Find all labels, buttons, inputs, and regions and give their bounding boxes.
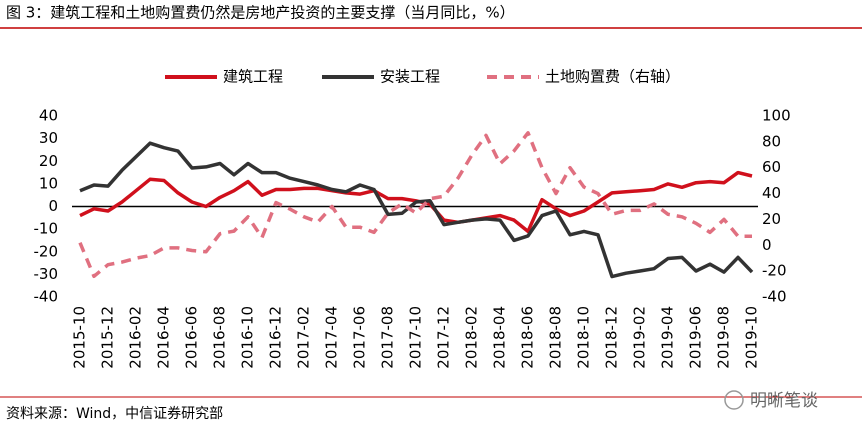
legend-label: 安装工程	[380, 68, 440, 86]
x-tick-label: 2016-04	[155, 306, 173, 369]
y2-tick-label: -40	[762, 288, 787, 306]
x-tick-label: 2018-02	[463, 306, 481, 369]
x-tick-label: 2017-06	[351, 306, 369, 369]
y-tick-label: -40	[34, 288, 59, 306]
y-tick-label: 0	[48, 197, 58, 215]
x-tick-label: 2018-10	[575, 306, 593, 369]
x-tick-label: 2015-10	[71, 306, 89, 369]
legend-label: 建筑工程	[223, 68, 283, 86]
y2-tick-label: -20	[762, 262, 787, 280]
x-tick-label: 2019-06	[687, 306, 705, 369]
x-tick-label: 2017-04	[323, 306, 341, 369]
x-tick-label: 2016-12	[267, 306, 285, 369]
y2-tick-label: 0	[762, 236, 772, 254]
x-tick-label: 2017-12	[435, 306, 453, 369]
x-tick-label: 2015-12	[99, 306, 117, 369]
x-tick-label: 2016-02	[127, 306, 145, 369]
x-tick-label: 2019-08	[715, 306, 733, 369]
x-tick-label: 2016-06	[183, 306, 201, 369]
y2-tick-label: 20	[762, 210, 781, 228]
series-line	[79, 141, 754, 279]
x-tick-label: 2017-02	[295, 306, 313, 369]
y-tick-label: -30	[34, 265, 59, 283]
legend-label: 土地购置费（右轴）	[545, 68, 680, 86]
y-tick-label: 40	[39, 107, 58, 125]
y-tick-label: 10	[39, 174, 58, 192]
y2-tick-label: 60	[762, 158, 781, 176]
x-tick-label: 2018-12	[603, 306, 621, 369]
x-tick-label: 2017-08	[379, 306, 397, 369]
watermark-icon	[724, 390, 744, 410]
x-tick-label: 2019-04	[659, 306, 677, 369]
y-tick-label: 20	[39, 152, 58, 170]
x-tick-label: 2016-10	[239, 306, 257, 369]
y2-tick-label: 100	[762, 107, 791, 125]
y2-tick-label: 40	[762, 184, 781, 202]
x-tick-label: 2016-08	[211, 306, 229, 369]
x-tick-label: 2018-08	[547, 306, 565, 369]
series-line	[78, 131, 752, 279]
y-tick-label: -10	[34, 220, 59, 238]
watermark: 明晰笔谈	[750, 391, 818, 411]
x-tick-label: 2018-06	[519, 306, 537, 369]
y-tick-label: -20	[34, 242, 59, 260]
y-tick-label: 30	[39, 129, 58, 147]
x-tick-label: 2018-04	[491, 306, 509, 369]
x-tick-label: 2019-10	[743, 306, 761, 369]
x-tick-label: 2019-02	[631, 306, 649, 369]
chart-title: 图 3：建筑工程和土地购置费仍然是房地产投资的主要支撑（当月同比，%）	[6, 4, 515, 22]
x-tick-label: 2017-10	[407, 306, 425, 369]
source: 资料来源：Wind，中信证券研究部	[6, 406, 223, 422]
y2-tick-label: 80	[762, 132, 781, 150]
